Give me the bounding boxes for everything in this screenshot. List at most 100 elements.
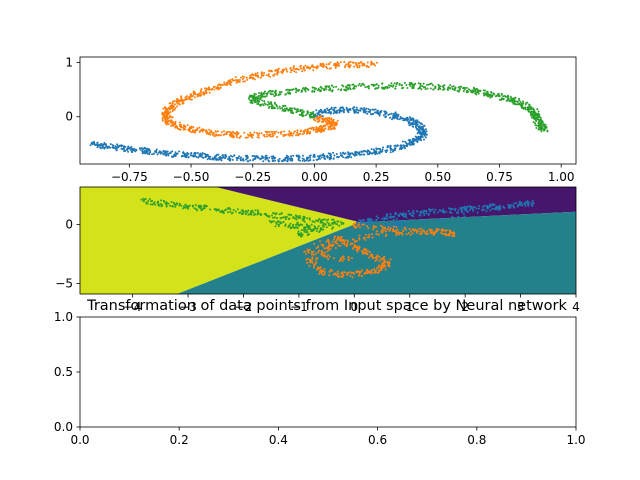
scatter-point (329, 121, 332, 123)
scatter-point (164, 107, 167, 110)
scatter-point (243, 80, 246, 83)
scatter-point (412, 215, 415, 218)
scatter-point (216, 86, 219, 89)
scatter-point (316, 220, 319, 223)
scatter-point (256, 72, 259, 75)
scatter-point (295, 218, 298, 221)
x-tick-label: −0.25 (234, 170, 271, 184)
scatter-point (266, 135, 269, 138)
scatter-point (401, 233, 404, 236)
scatter-point (208, 128, 211, 131)
transformed-space-panel: −4 −3 −2 −1 0 1 2 3 4−50 (55, 186, 580, 314)
scatter-point (202, 92, 204, 95)
scatter-point (372, 220, 375, 223)
scatter-point (320, 64, 323, 67)
scatter-point (465, 206, 468, 209)
scatter-point (459, 207, 462, 210)
scatter-point (398, 221, 401, 224)
scatter-point (331, 245, 334, 247)
x-tick-label: −3 (179, 300, 197, 314)
scatter-point (236, 131, 239, 134)
scatter-point (271, 135, 274, 138)
scatter-point (475, 207, 478, 210)
scatter-point (228, 80, 231, 83)
scatter-point (374, 270, 376, 273)
scatter-point (176, 100, 179, 103)
series-2 (247, 81, 549, 133)
scatter-point (239, 211, 242, 214)
scatter-point (487, 92, 490, 95)
scatter-point (341, 275, 343, 278)
scatter-point (472, 91, 475, 94)
x-tick-label: 0.6 (368, 433, 387, 447)
scatter-point (307, 251, 310, 254)
scatter-point (334, 62, 337, 65)
scatter-point (300, 232, 303, 234)
scatter-point (463, 208, 466, 210)
scatter-point (141, 149, 144, 152)
scatter-point (482, 205, 484, 208)
scatter-point (268, 103, 271, 105)
scatter-point (424, 131, 426, 134)
scatter-point (334, 235, 337, 238)
scatter-point (163, 152, 166, 155)
scatter-point (339, 109, 342, 112)
scatter-point (240, 156, 243, 159)
scatter-point (422, 127, 425, 130)
scatter-point (322, 62, 324, 65)
scatter-point (222, 133, 225, 136)
scatter-point (401, 140, 404, 143)
scatter-point (324, 120, 327, 123)
scatter-point (263, 100, 266, 103)
scatter-point (250, 99, 253, 102)
scatter-point (370, 61, 373, 64)
scatter-point (408, 124, 411, 127)
scatter-point (211, 158, 214, 161)
scatter-point (421, 210, 424, 212)
scatter-point (375, 111, 378, 114)
scatter-point (161, 111, 164, 114)
scatter-point (401, 117, 404, 120)
scatter-point (195, 156, 198, 158)
scatter-point (332, 273, 335, 276)
scatter-point (209, 208, 212, 211)
scatter-point (382, 114, 385, 117)
scatter-point (101, 146, 104, 149)
scatter-point (191, 204, 194, 207)
scatter-point (196, 152, 199, 154)
scatter-point (336, 61, 339, 64)
scatter-point (347, 84, 350, 87)
scatter-point (429, 83, 432, 85)
scatter-point (209, 158, 212, 161)
x-tick-label: 0 (351, 300, 359, 314)
scatter-point (183, 127, 186, 130)
scatter-point (254, 93, 257, 96)
data-point (386, 228, 389, 231)
scatter-point (161, 118, 164, 120)
scatter-point (178, 150, 181, 153)
scatter-point (287, 133, 290, 136)
scatter-point (190, 131, 193, 134)
scatter-point (368, 111, 371, 114)
scatter-point (179, 124, 181, 126)
scatter-point (395, 229, 397, 232)
scatter-point (379, 257, 382, 260)
scatter-point (414, 138, 417, 141)
scatter-point (282, 216, 285, 219)
x-tick-label: 1.00 (548, 170, 575, 184)
scatter-point (328, 89, 331, 92)
scatter-point (352, 238, 355, 241)
scatter-point (196, 127, 199, 130)
scatter-point (320, 128, 323, 131)
scatter-point (394, 87, 397, 90)
scatter-point (194, 130, 197, 133)
data-point (347, 258, 350, 262)
scatter-point (352, 223, 355, 225)
scatter-point (320, 124, 323, 127)
scatter-point (331, 227, 334, 230)
data-point (342, 222, 345, 225)
scatter-point (178, 121, 181, 124)
scatter-point (294, 214, 297, 217)
scatter-point (115, 148, 118, 151)
scatter-point (355, 108, 358, 111)
